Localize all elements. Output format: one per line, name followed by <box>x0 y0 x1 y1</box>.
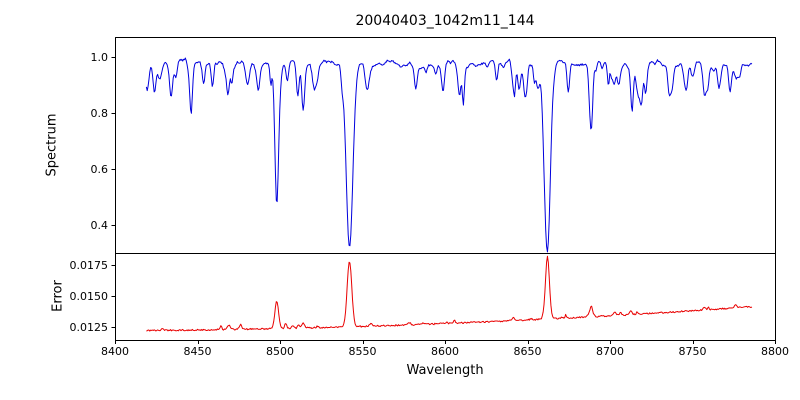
x-tick-label: 8400 <box>101 345 129 358</box>
x-tick-label: 8700 <box>596 345 624 358</box>
y-tick-label: 0.0125 <box>69 320 109 334</box>
x-tick-label: 8450 <box>183 345 212 358</box>
x-tick-label: 8500 <box>266 345 294 358</box>
y-tick-label: 0.6 <box>90 163 109 177</box>
y-tick-label: 0.0150 <box>69 290 109 303</box>
x-axis-label: Wavelength <box>406 363 484 378</box>
x-tick-label: 8650 <box>513 345 542 358</box>
y-tick-label: 0.8 <box>90 107 109 121</box>
y-tick-label: 1.0 <box>90 51 109 65</box>
chart-title: 20040403_1042m11_144 <box>355 13 535 29</box>
y-tick-label: 0.4 <box>90 219 109 233</box>
y-tick-label: 0.0175 <box>69 259 109 273</box>
x-tick-label: 8800 <box>761 345 789 358</box>
x-tick-label: 8600 <box>431 345 459 358</box>
x-tick-label: 8750 <box>678 345 707 358</box>
x-tick-label: 8550 <box>348 345 377 358</box>
